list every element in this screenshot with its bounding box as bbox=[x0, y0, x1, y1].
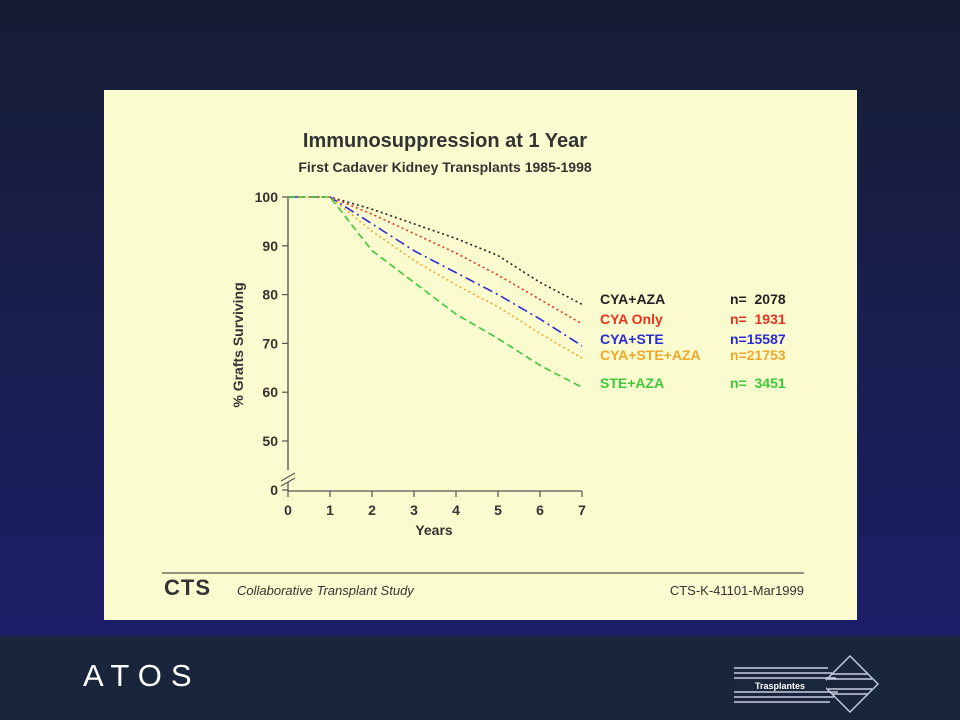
legend-entry-name: CYA+STE+AZA bbox=[600, 347, 701, 363]
legend-entry-name: CYA Only bbox=[600, 311, 663, 327]
trasplantes-logo: Trasplantes bbox=[734, 655, 879, 713]
y-tick-label: 70 bbox=[262, 335, 278, 351]
axes: 0 50 60 70 80 90 100 0 1 2 3 4 5 6 7 bbox=[255, 189, 586, 518]
x-tick-label: 7 bbox=[578, 502, 586, 518]
series-layer bbox=[288, 196, 583, 389]
legend-entry-name: STE+AZA bbox=[600, 375, 664, 391]
y-tick-label: 0 bbox=[270, 482, 278, 498]
source-code: CTS-K-41101-Mar1999 bbox=[670, 583, 804, 598]
x-tick-label: 6 bbox=[536, 502, 544, 518]
source-brand: CTS bbox=[164, 575, 211, 600]
legend-entry-name: CYA+AZA bbox=[600, 291, 665, 307]
y-axis-break bbox=[280, 472, 296, 482]
series-line-cya-only bbox=[288, 196, 583, 325]
legend-entry-count: n=21753 bbox=[730, 347, 786, 363]
series-line-cya-ste-aza bbox=[288, 196, 583, 359]
series-line-cya-ste bbox=[288, 196, 583, 347]
x-tick-label: 4 bbox=[452, 502, 460, 518]
x-tick-label: 0 bbox=[284, 502, 292, 518]
y-tick-label: 100 bbox=[255, 189, 279, 205]
survival-chart: Immunosuppression at 1 Year First Cadave… bbox=[162, 130, 804, 600]
x-axis-label: Years bbox=[415, 522, 453, 538]
y-tick-label: 90 bbox=[262, 238, 278, 254]
legend-entry-count: n= 1931 bbox=[730, 311, 786, 327]
legend-entry-count: n= 2078 bbox=[730, 291, 786, 307]
chart-subtitle: First Cadaver Kidney Transplants 1985-19… bbox=[298, 159, 592, 175]
y-tick-label: 60 bbox=[262, 384, 278, 400]
logo-text: Trasplantes bbox=[755, 681, 805, 691]
series-line-ste-aza bbox=[288, 196, 583, 389]
legend-entry-count: n= 3451 bbox=[730, 375, 786, 391]
series-line-cya-aza bbox=[288, 196, 583, 306]
y-axis-label: % Grafts Surviving bbox=[230, 282, 246, 407]
y-tick-label: 80 bbox=[262, 287, 278, 303]
source-name: Collaborative Transplant Study bbox=[237, 583, 415, 598]
brand-text: ATOS bbox=[83, 658, 201, 693]
legend: CYA+AZA n= 2078 CYA Only n= 1931 CYA+STE n=15… bbox=[600, 291, 786, 391]
x-tick-label: 3 bbox=[410, 502, 418, 518]
x-tick-label: 5 bbox=[494, 502, 502, 518]
legend-entry-name: CYA+STE bbox=[600, 331, 664, 347]
legend-entry-count: n=15587 bbox=[730, 331, 786, 347]
y-axis-break bbox=[280, 477, 296, 487]
x-tick-label: 1 bbox=[326, 502, 334, 518]
y-tick-label: 50 bbox=[262, 433, 278, 449]
x-tick-label: 2 bbox=[368, 502, 376, 518]
chart-panel bbox=[104, 90, 857, 620]
chart-title: Immunosuppression at 1 Year bbox=[303, 130, 587, 152]
